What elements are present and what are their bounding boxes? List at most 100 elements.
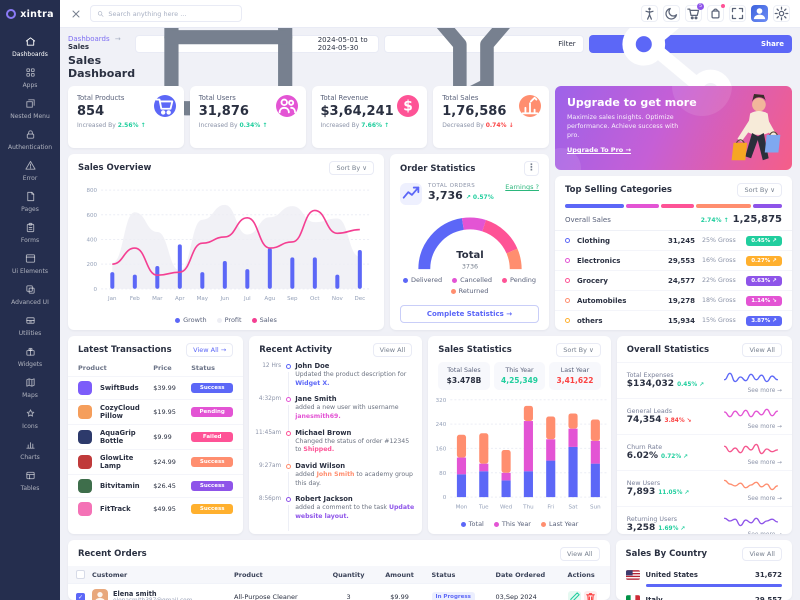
fullscreen-icon[interactable] (729, 5, 746, 22)
earnings-link[interactable]: Earnings ? (505, 183, 539, 191)
notifications-button[interactable] (707, 4, 725, 22)
see-more-link[interactable]: See more → (747, 460, 782, 466)
upgrade-cta-link[interactable]: Upgrade To Pro → (567, 146, 631, 155)
sales-overview-sort-by[interactable]: Sort By ∨ (329, 161, 374, 175)
order-quantity: 3 (346, 593, 351, 600)
share-button[interactable]: Share (588, 28, 792, 113)
orders-table-header: Customer Product Quantity Amount Status … (68, 566, 610, 583)
transaction-row[interactable]: Bitvitamin $26.45 Success (68, 474, 244, 497)
select-all-checkbox[interactable] (76, 570, 85, 579)
overall-statistics-title: Overall Statistics (626, 345, 710, 355)
activity-link[interactable]: Widget X. (295, 379, 330, 387)
row-checkbox[interactable]: ✓ (76, 592, 85, 600)
settings-gear-icon[interactable] (773, 5, 790, 22)
sales-statistics-card: Sales Statistics Sort By ∨ Total Sales $… (428, 336, 611, 534)
transaction-row[interactable]: GlowLite Lamp $24.99 Success (68, 449, 244, 474)
sidebar-item[interactable]: Apps (0, 63, 60, 94)
sidebar-item-label: Nested Menu (10, 113, 50, 120)
sidebar-item[interactable]: Charts (0, 435, 60, 466)
overall-statistics-view-all[interactable]: View All (742, 343, 782, 357)
close-icon[interactable] (70, 8, 82, 20)
date-range-picker[interactable]: 2024-05-01 to 2024-05-30 (135, 28, 379, 116)
svg-text:Oct: Oct (310, 296, 320, 302)
see-more-link[interactable]: See more → (747, 424, 782, 430)
sidebar-item[interactable]: Icons (0, 404, 60, 435)
edit-button[interactable] (567, 590, 581, 600)
top-selling-list: Clothing 31,245 25% Gross 0.45% ↗ Electr… (555, 231, 792, 330)
sidebar-item[interactable]: Ui Elements (0, 249, 60, 280)
activity-link[interactable]: John Smith (316, 471, 355, 479)
sidebar-item[interactable]: Authentication (0, 125, 60, 156)
sales-statistics-sort-by[interactable]: Sort By ∨ (556, 343, 601, 357)
sales-by-country-view-all[interactable]: View All (742, 547, 782, 561)
transaction-row[interactable]: SwiftBuds $39.99 Success (68, 376, 244, 399)
sidebar-item[interactable]: Maps (0, 373, 60, 404)
upgrade-banner: Upgrade to get more Maximize sales insig… (555, 86, 792, 170)
breadcrumb-dashboards[interactable]: Dashboards (68, 35, 110, 43)
app-logo[interactable]: xintra (0, 0, 60, 28)
activity-link[interactable]: Shipped. (303, 446, 335, 454)
col-amount: Amount (385, 570, 414, 579)
sidebar-item[interactable]: Widgets (0, 342, 60, 373)
activity-link[interactable]: Update website layout. (295, 504, 415, 521)
recent-activity-view-all[interactable]: View All (372, 343, 413, 357)
stat-change: 0.45% ↗ (677, 382, 705, 388)
sidebar-item[interactable]: Error (0, 156, 60, 187)
activity-item: 12 Hrs John Doe Updated the product desc… (249, 362, 422, 398)
category-name: others (577, 316, 603, 325)
sales-overview-legend: Growth Profit Sales (68, 313, 384, 330)
sidebar-item[interactable]: Nested Menu (0, 94, 60, 125)
category-row[interactable]: Grocery 24,577 22% Gross 0.63% ↗ (555, 271, 792, 291)
see-more-link[interactable]: See more → (747, 388, 782, 394)
legend-item: Growth (175, 316, 207, 324)
complete-statistics-button[interactable]: Complete Statistics → (400, 305, 539, 324)
sidebar-item[interactable]: Pages (0, 187, 60, 218)
legend-item: This Year (493, 520, 531, 528)
sidebar-item-label: Forms (20, 237, 40, 244)
kpi-label: Total Revenue (320, 94, 369, 102)
category-row[interactable]: Clothing 31,245 25% Gross 0.45% ↗ (555, 231, 792, 251)
user-avatar[interactable] (751, 5, 768, 22)
sales-overview-card: Sales Overview Sort By ∨ 0 200 400 600 800 Ja… (68, 154, 384, 330)
sidebar-item[interactable]: Utilities (0, 311, 60, 342)
latest-transactions-view-all[interactable]: View All → (186, 343, 234, 357)
accessibility-icon[interactable] (641, 5, 658, 22)
recent-orders-view-all[interactable]: View All (559, 547, 600, 561)
sales-statistics-title: Sales Statistics (438, 345, 512, 355)
activity-link[interactable]: janesmith69. (295, 413, 341, 421)
top-selling-title: Top Selling Categories (565, 185, 672, 195)
category-row[interactable]: Automobiles 19,278 18% Gross 1.14% ↘ (555, 291, 792, 311)
transaction-row[interactable]: FitTrack $49.95 Success (68, 497, 244, 520)
search-input[interactable] (108, 9, 235, 18)
sidebar-item[interactable]: Tables (0, 466, 60, 497)
kebab-menu-icon[interactable]: ⋮ (524, 161, 539, 176)
sidebar-item[interactable]: Forms (0, 218, 60, 249)
cart-button[interactable]: 5 (685, 3, 704, 22)
delete-button[interactable] (583, 590, 597, 600)
svg-text:Sun: Sun (590, 504, 601, 510)
activity-user-name: Robert Jackson (295, 495, 353, 504)
filter-button[interactable]: Filter (383, 28, 584, 106)
category-row[interactable]: others 15,934 15% Gross 3.87% ↗ (555, 311, 792, 330)
transaction-row[interactable]: AquaGrip Bottle $9.99 Failed (68, 424, 244, 449)
search-bar[interactable] (90, 5, 242, 22)
stat-value: 7,893 (626, 487, 656, 497)
col-actions: Actions (567, 570, 595, 579)
top-selling-sort-by[interactable]: Sort By ∨ (737, 183, 782, 197)
see-more-link[interactable]: See more → (720, 532, 782, 534)
recent-activity-title: Recent Activity (259, 345, 333, 355)
category-dot (565, 258, 570, 263)
dark-mode-moon-icon[interactable] (663, 5, 680, 22)
col-date-ordered: Date Ordered (495, 570, 546, 579)
sidebar-item[interactable]: Dashboards (0, 32, 60, 63)
category-share-segment (696, 204, 751, 208)
category-share-segment (565, 204, 624, 208)
transaction-row[interactable]: CozyCloud Pillow $19.95 Pending (68, 399, 244, 424)
sidebar-item[interactable]: Advanced UI (0, 280, 60, 311)
latest-transactions-title: Latest Transactions (78, 345, 172, 355)
stat-label: General Leads (626, 408, 673, 415)
see-more-link[interactable]: See more → (747, 496, 782, 502)
category-row[interactable]: Electronics 29,553 16% Gross 0.27% ↗ (555, 251, 792, 271)
category-badge: 0.45% ↗ (746, 235, 782, 246)
activity-user-name: David Wilson (295, 462, 346, 471)
